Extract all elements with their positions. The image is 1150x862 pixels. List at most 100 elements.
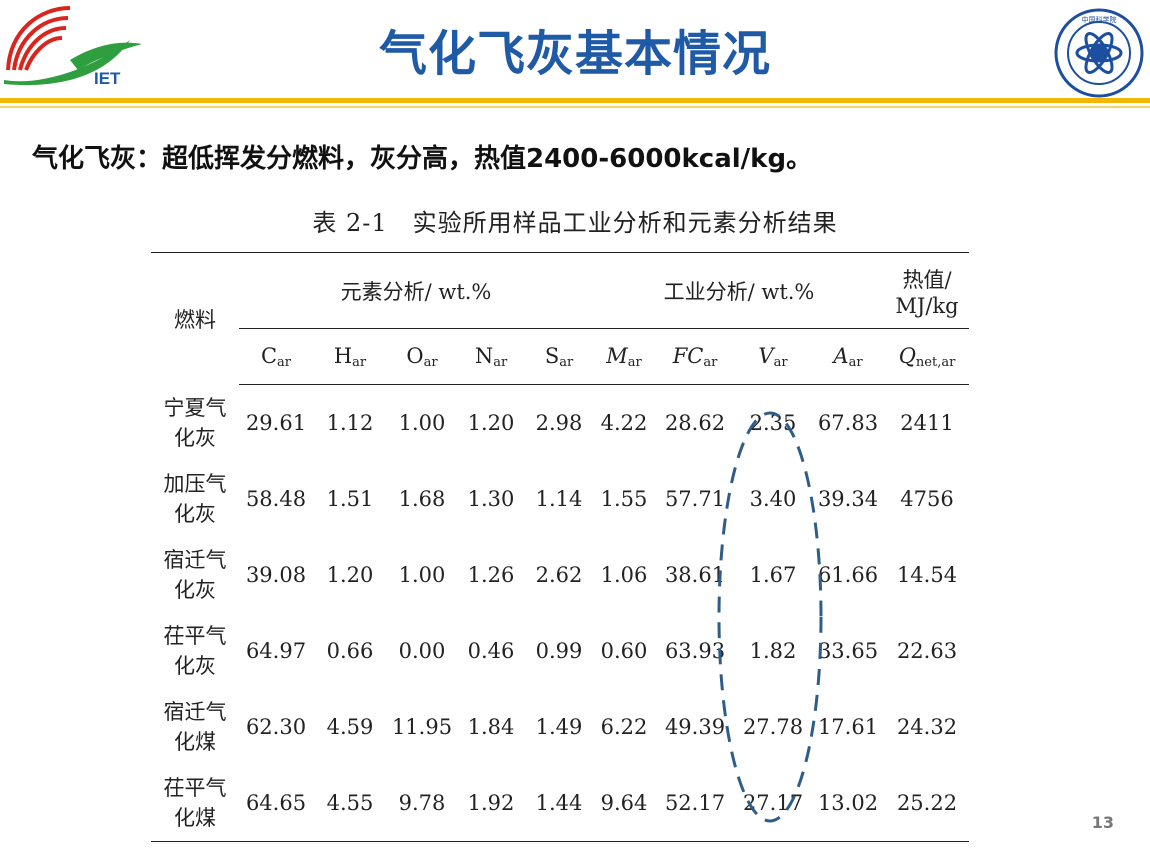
table-cell: 2.62 [535, 563, 583, 587]
table-caption: 表 2-1 实验所用样品工业分析和元素分析结果 [312, 209, 838, 237]
column-header-symbol: V [758, 343, 774, 368]
header-rule [0, 98, 1150, 103]
column-header-s-ar: Sar [525, 328, 593, 385]
table-cell: 1.00 [398, 411, 446, 435]
table-row: 茌平气 化煤 64.65 4.55 9.78 1.92 1.44 9.64 52.17 27.17… [151, 765, 969, 842]
fuel-header: 燃料 [151, 252, 239, 385]
table-cell: 1.55 [600, 487, 648, 511]
column-header-subscript: ar [703, 354, 718, 370]
column-header-subscript: ar [423, 354, 438, 370]
heat-value-group-header: 热值/ MJ/kg [885, 252, 969, 329]
table-cell: 13.02 [817, 791, 879, 815]
table-cell: 24.32 [896, 715, 958, 739]
table-cell: 1.84 [467, 715, 515, 739]
fuel-name-cell: 茌平气 化灰 [151, 613, 239, 689]
table-body: 宁夏气 化灰 29.61 1.12 1.00 1.20 2.98 4.22 28.62 2.35 6… [151, 385, 969, 842]
table-cell: 49.39 [664, 715, 726, 739]
table-cell: 1.51 [326, 487, 374, 511]
column-header-subscript: ar [352, 354, 367, 370]
fuel-name-cell: 加压气 化灰 [151, 461, 239, 537]
column-header-subscript: ar [773, 354, 788, 370]
column-header-symbol: FC [672, 343, 704, 368]
column-header-a-ar: Aar [811, 328, 885, 385]
table-cell: 22.63 [896, 639, 958, 663]
column-header-subscript: ar [559, 354, 574, 370]
fuel-name-line: 宁夏气 [163, 395, 227, 420]
column-header-h-ar: Har [313, 328, 387, 385]
table-cell: 0.66 [326, 639, 374, 663]
table-cell: 1.49 [535, 715, 583, 739]
fuel-name-line: 宿迁气 [163, 700, 227, 724]
table-cell: 64.65 [245, 791, 307, 815]
table-cell: 11.95 [391, 715, 453, 739]
table-cell: 1.68 [398, 487, 446, 511]
table-cell: 1.20 [326, 563, 374, 587]
table-cell: 1.67 [749, 563, 797, 587]
column-header-m-ar: Mar [593, 328, 655, 385]
table-cell: 39.34 [817, 487, 879, 511]
fuel-name-line: 化灰 [174, 502, 216, 526]
fuel-name-line: 化煤 [174, 730, 216, 754]
column-header-q-net-ar: Qnet,ar [885, 328, 969, 385]
slide-title: 气化飞灰基本情况 [378, 26, 771, 82]
column-header-symbol: A [833, 343, 849, 368]
table-cell: 52.17 [664, 791, 726, 815]
table-cell: 29.61 [245, 411, 307, 435]
fuel-name-line: 加压气 [163, 472, 227, 496]
column-header-fc-ar: FCar [655, 328, 735, 385]
table-cell: 33.65 [817, 639, 879, 663]
table-cell: 1.26 [467, 563, 515, 587]
column-header-subscript: net,ar [915, 354, 956, 370]
fuel-name-cell: 宁夏气 化灰 [151, 385, 239, 462]
table-row: 宿迁气 化灰 39.08 1.20 1.00 1.26 2.62 1.06 38.61 1.67 6… [151, 537, 969, 613]
table-column-header-row: Car Har Oar Nar Sar Mar FCar Var Aar Qnet,ar [151, 328, 969, 385]
table-cell: 1.92 [467, 791, 515, 815]
proximate-group-header: 工业分析/ wt.% [593, 252, 885, 329]
page-number: 13 [1091, 813, 1114, 832]
table-cell: 1.06 [600, 563, 648, 587]
table-row: 宿迁气 化煤 62.30 4.59 11.95 1.84 1.49 6.22 49.39 27.7… [151, 689, 969, 765]
table-cell: 17.61 [817, 715, 879, 739]
column-header-subscript: ar [277, 354, 292, 370]
table-cell: 27.78 [742, 715, 804, 739]
table-cell: 0.00 [398, 639, 446, 663]
table-cell: 25.22 [896, 791, 958, 815]
column-header-symbol: H [333, 343, 353, 368]
cas-logo-text: 中国科学院 [1082, 15, 1117, 24]
fuel-name-line: 宿迁气 [163, 548, 227, 572]
table-cell: 4756 [900, 487, 954, 511]
table-cell: 1.12 [326, 411, 374, 435]
table-group-header-row: 燃料 元素分析/ wt.% 工业分析/ wt.% 热值/ MJ/kg [151, 252, 969, 385]
table-cell: 9.64 [600, 791, 648, 815]
table-cell: 61.66 [817, 563, 879, 587]
table-cell: 1.30 [467, 487, 515, 511]
table-cell: 1.44 [535, 791, 583, 815]
column-header-n-ar: Nar [457, 328, 525, 385]
column-header-symbol: O [406, 343, 424, 368]
table-cell: 4.59 [326, 715, 374, 739]
table-cell: 9.78 [398, 791, 446, 815]
table-cell: 27.17 [742, 791, 804, 815]
table-cell: 3.40 [749, 487, 797, 511]
heat-header-line1: 热值/ [902, 267, 952, 292]
column-header-symbol: Q [898, 343, 916, 368]
table-cell: 1.20 [467, 411, 515, 435]
fuel-name-line: 化灰 [174, 654, 216, 678]
table-cell: 63.93 [664, 639, 726, 663]
table-cell: 0.99 [535, 639, 583, 663]
fuel-name-line: 化灰 [174, 578, 216, 602]
fuel-name-line: 茌平气 [163, 776, 227, 800]
table-cell: 14.54 [896, 563, 958, 587]
table-row: 加压气 化灰 58.48 1.51 1.68 1.30 1.14 1.55 57.71 3.40 3… [151, 461, 969, 537]
fuel-name-line: 茌平气 [163, 624, 227, 648]
column-header-subscript: ar [848, 354, 863, 370]
table-cell: 1.14 [535, 487, 583, 511]
table-cell: 1.00 [398, 563, 446, 587]
table-cell: 57.71 [664, 487, 726, 511]
slide-subtitle: 气化飞灰：超低挥发分燃料，灰分高，热值2400-6000kcal/kg。 [32, 144, 813, 174]
fuel-name-cell: 茌平气 化煤 [151, 765, 239, 842]
iet-logo: IET [4, 6, 142, 88]
table-cell: 1.82 [749, 639, 797, 663]
cas-emblem-logo: 中国科学院 [1054, 8, 1144, 98]
iet-logo-text: IET [94, 69, 121, 88]
